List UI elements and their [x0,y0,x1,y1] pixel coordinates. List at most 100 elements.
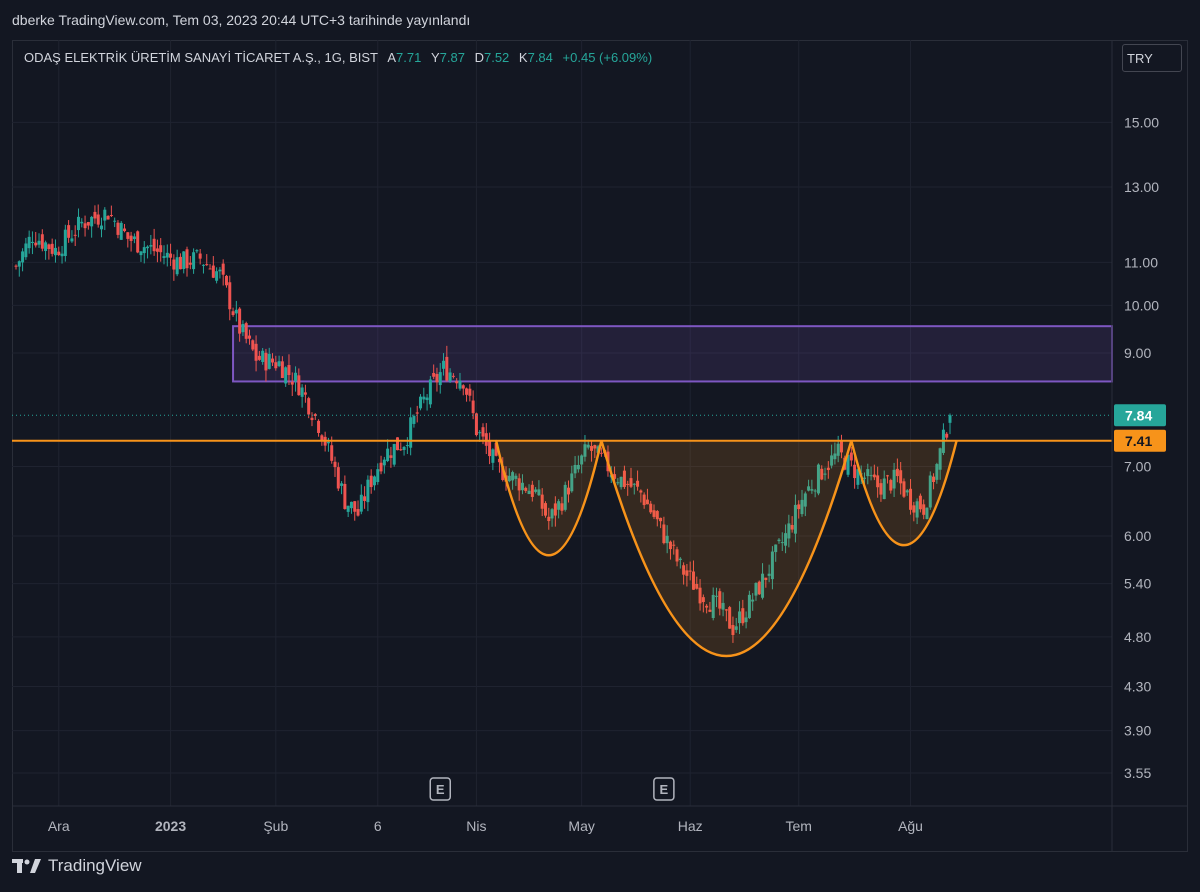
candle-body [701,597,705,603]
candle-body [182,251,186,269]
low-value: 7.52 [483,50,510,65]
time-tick-label: Ağu [898,818,923,834]
candle-body [866,469,870,477]
published-info: dberke TradingView.com, Tem 03, 2023 20:… [12,12,471,28]
candle-body [251,340,255,350]
candle-body [123,228,127,232]
candle-body [310,417,314,421]
candle-body [793,504,797,534]
candle-body [474,413,478,436]
candle-body [274,362,278,369]
candle-body [932,476,936,483]
price-tick-label: 4.30 [1124,678,1151,694]
candle-body [918,495,922,510]
candle-body [113,220,117,222]
candle-body [106,216,110,220]
candle-body [645,499,649,505]
candle-body [570,473,574,492]
candle-body [198,253,202,259]
candle-body [24,243,28,258]
candle-body [83,223,87,229]
candle-body [599,452,603,454]
candle-body [869,475,873,477]
candle-body [178,256,182,270]
price-tick-label: 13.00 [1124,179,1159,195]
candle-body [103,209,107,221]
candle-body [711,594,715,619]
candle-body [655,511,659,520]
candle-body [899,470,903,484]
earnings-marker-label: E [660,782,669,797]
open-value: 7.71 [396,50,422,65]
candle-body [244,323,248,339]
candle-body [264,352,268,371]
earnings-marker[interactable] [653,777,675,801]
candle-body [481,427,485,437]
candle-body [320,435,324,442]
price-tick-label: 5.40 [1124,576,1151,592]
candle-body [438,372,442,386]
candle-body [326,441,330,444]
symbol-legend: ODAŞ ELEKTRİK ÜRETİM SANAYİ TİCARET A.Ş.… [24,50,652,65]
candle-body [810,489,814,491]
candle-body [201,264,205,266]
candle-body [691,571,695,590]
candle-body [53,247,57,256]
candle-body [287,365,291,376]
candle-body [491,449,495,463]
candle-body [576,464,580,470]
currency-selector[interactable]: TRY [1122,44,1182,72]
candle-body [37,240,41,245]
cup-arc-left-shoulder [494,440,603,557]
candle-body [313,414,317,416]
candle-body [346,505,350,512]
candle-body [208,268,212,270]
price-tick-label: 7.00 [1124,458,1151,474]
candle-body [724,609,728,611]
time-tick-label: Şub [263,818,288,834]
candle-body [721,602,725,610]
candle-body [195,250,199,252]
candle-body [925,507,929,519]
candle-body [537,489,541,496]
candle-body [257,355,261,360]
candle-body [294,372,298,382]
candle-body [30,241,34,243]
earnings-marker[interactable] [429,777,451,801]
price-tick-label: 3.55 [1124,765,1151,781]
candle-body [445,356,449,381]
candle-body [882,478,886,500]
candle-body [231,311,235,316]
candle-body [780,542,784,544]
candle-body [586,444,590,448]
candle-body [60,253,64,257]
candle-body [905,490,909,493]
candle-body [685,570,689,576]
change-value: +0.45 (+6.09%) [562,50,653,65]
candle-body [248,335,251,339]
candle-body [330,445,334,461]
earnings-marker-label: E [436,782,445,797]
candle-body [172,259,176,270]
last-price-badge: 7.84 [1125,407,1152,423]
price-tick-label: 4.80 [1124,629,1151,645]
candle-body [349,501,353,509]
time-tick-label: Nis [466,818,486,834]
candle-body [764,577,768,580]
candle-body [435,374,439,383]
candle-body [813,490,817,492]
candle-body [494,442,498,456]
candle-body [632,483,636,485]
candle-body [300,387,304,397]
candle-body [777,539,781,542]
symbol-name[interactable]: ODAŞ ELEKTRİK ÜRETİM SANAYİ TİCARET A.Ş.… [24,50,378,65]
candle-body [945,433,949,438]
candle-body [833,453,837,460]
candle-body [185,249,189,269]
price-tick-label: 6.00 [1124,528,1151,544]
candle-body [76,216,80,231]
candle-body [705,605,709,608]
candle-body [169,253,173,258]
candle-body [70,238,74,242]
